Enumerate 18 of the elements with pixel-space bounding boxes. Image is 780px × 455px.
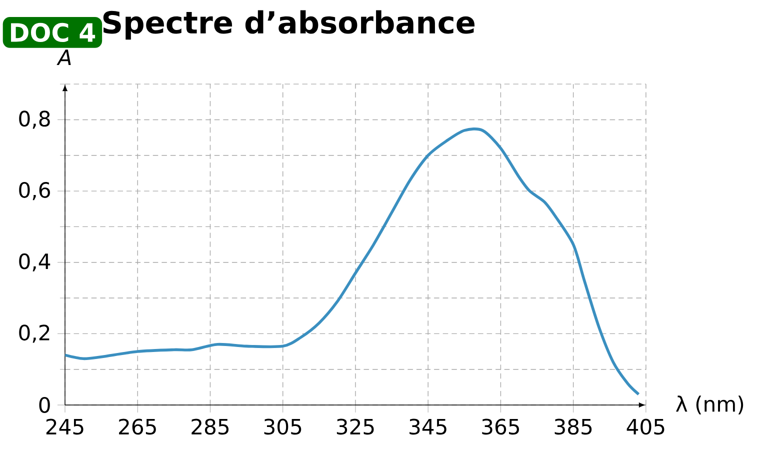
x-tick-label: 245 <box>46 418 84 435</box>
x-tick-label: 285 <box>192 418 229 435</box>
y-tick-label: 0,4 <box>19 253 50 272</box>
x-tick-label: 265 <box>119 418 156 435</box>
x-tick-label: 305 <box>264 418 302 435</box>
y-tick-label: 0,2 <box>19 324 50 343</box>
y-tick-label: 0,6 <box>19 182 50 200</box>
x-tick-label: 325 <box>336 418 374 435</box>
x-tick-label: 385 <box>554 418 592 435</box>
x-tick-label: 365 <box>482 418 519 435</box>
chart-title: Spectre d’absorbance <box>103 10 474 40</box>
x-axis-title: λ (nm) <box>676 396 744 414</box>
y-tick-label: 0 <box>39 397 50 413</box>
text: DOC 4 <box>11 22 96 42</box>
y-tick-label: 0,8 <box>19 110 50 129</box>
x-tick-label: 405 <box>626 418 664 435</box>
y-axis-title: A <box>56 50 71 66</box>
x-tick-label: 345 <box>410 418 446 435</box>
